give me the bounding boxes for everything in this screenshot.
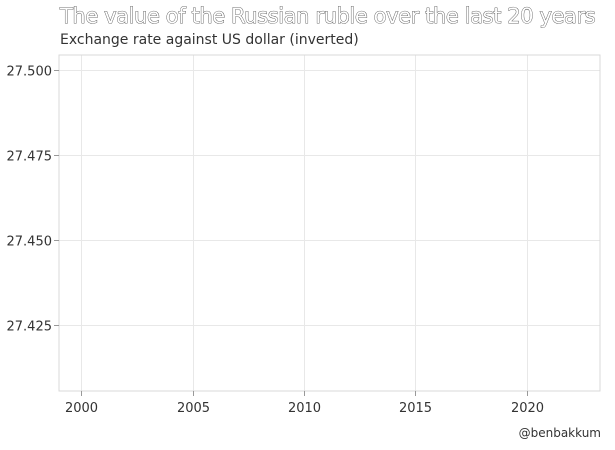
y-tick-label: 27.450 bbox=[7, 235, 53, 250]
credit-label: @benbakkum bbox=[518, 426, 601, 440]
y-tick-label: 27.500 bbox=[7, 65, 53, 80]
x-tick-label: 2000 bbox=[65, 401, 98, 416]
y-tick-label: 27.475 bbox=[7, 150, 53, 165]
y-axis: 27.425 27.450 27.475 27.500 bbox=[7, 65, 59, 335]
chart-subtitle: Exchange rate against US dollar (inverte… bbox=[60, 32, 359, 48]
plot-area bbox=[58, 54, 601, 392]
x-tick-label: 2010 bbox=[288, 401, 321, 416]
y-tick-label: 27.425 bbox=[7, 320, 53, 335]
x-tick-label: 2005 bbox=[177, 401, 210, 416]
x-tick-label: 2020 bbox=[511, 401, 544, 416]
chart-title: The value of the Russian ruble over the … bbox=[60, 4, 596, 29]
x-tick-label: 2015 bbox=[399, 401, 432, 416]
grid-lines bbox=[59, 55, 600, 391]
x-axis: 2000 2005 2010 2015 2020 bbox=[65, 391, 544, 416]
